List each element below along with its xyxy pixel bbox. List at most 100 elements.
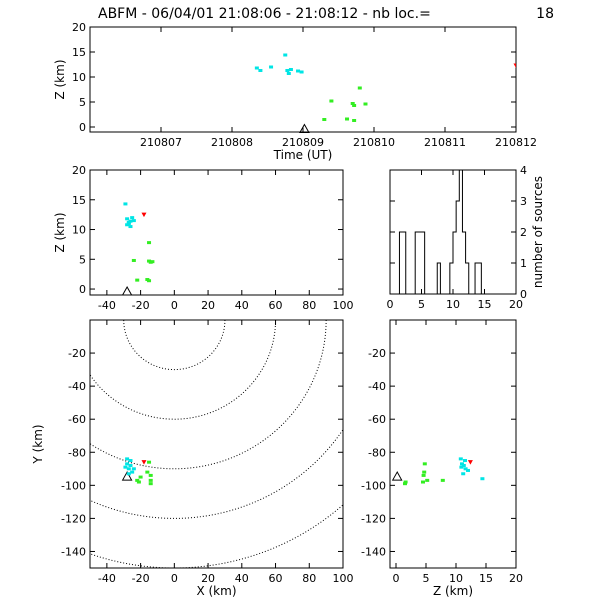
source-point xyxy=(131,219,136,223)
station-triangle-icon xyxy=(299,123,310,133)
x-axis-label: Z (km) xyxy=(433,584,473,598)
histogram-bin xyxy=(399,232,405,294)
x-tick-label: 5 xyxy=(418,298,425,311)
y-axis-label: Y (km) xyxy=(31,424,45,464)
source-point xyxy=(296,69,301,73)
x-tick-label: 15 xyxy=(479,572,493,585)
source-points xyxy=(403,457,485,486)
source-point xyxy=(125,462,130,466)
source-point xyxy=(299,70,304,74)
source-point xyxy=(460,462,464,466)
y-tick-label: 15 xyxy=(72,194,86,207)
source-point xyxy=(135,278,140,282)
x-tick-label: 210808 xyxy=(211,136,253,149)
x-axis-label: X (km) xyxy=(196,584,236,598)
y-tick-label: 2 xyxy=(520,226,527,239)
source-point xyxy=(150,260,155,264)
histogram-bin xyxy=(475,263,481,294)
histogram-bin xyxy=(415,232,424,294)
x-tick-label: -40 xyxy=(98,572,116,585)
x-tick-label: -20 xyxy=(132,299,150,312)
y-tick-label: 4 xyxy=(520,164,527,177)
range-rings xyxy=(90,320,343,568)
y-tick-label: -100 xyxy=(61,479,86,492)
x-axis-label: Time (UT) xyxy=(273,148,333,162)
station-triangle-icon xyxy=(121,471,133,481)
x-tick-label: -20 xyxy=(132,572,150,585)
source-point xyxy=(254,66,259,70)
x-tick-label: 20 xyxy=(509,572,523,585)
source-point xyxy=(459,465,464,469)
source-point xyxy=(145,278,150,282)
source-point xyxy=(269,65,274,69)
source-point xyxy=(138,475,143,479)
x-tick-label: 20 xyxy=(201,572,215,585)
plot-frame xyxy=(89,319,344,569)
source-point xyxy=(363,102,368,106)
y-tick-label: -120 xyxy=(361,512,386,525)
source-point xyxy=(125,223,130,227)
source-point xyxy=(285,69,290,72)
source-point xyxy=(480,477,485,481)
x-tick-label: 100 xyxy=(333,572,354,585)
y-tick-label: -20 xyxy=(368,347,386,360)
source-point xyxy=(123,202,128,206)
source-point xyxy=(425,478,430,482)
y-tick-label: -80 xyxy=(368,446,386,459)
x-tick-label: 0 xyxy=(171,299,178,312)
source-point xyxy=(128,463,133,467)
y-tick-label: -20 xyxy=(68,347,86,360)
y-tick-label: 3 xyxy=(520,195,527,208)
plot-frame xyxy=(89,26,517,133)
y-tick-label: 0 xyxy=(79,283,86,296)
y-tick-label: -60 xyxy=(368,413,386,426)
y-tick-label: 20 xyxy=(72,21,86,34)
y-tick-label: 5 xyxy=(79,253,86,266)
chart-zy-projection: 0 5 10 15 20 -20 -40 -60 -80 -100 -120 -140 Z (km) xyxy=(361,319,523,598)
source-point xyxy=(123,465,128,469)
y-tick-label: 15 xyxy=(72,46,86,59)
source-point xyxy=(421,480,425,484)
y-tick-label: 10 xyxy=(72,224,86,237)
source-point xyxy=(125,457,130,461)
source-point xyxy=(126,220,131,224)
x-tick-label: 5 xyxy=(423,572,430,585)
source-point xyxy=(135,478,140,482)
figure-title: ABFM - 06/04/01 21:08:06 - 21:08:12 - nb… xyxy=(98,6,431,22)
source-count: 18 xyxy=(536,6,554,22)
source-point xyxy=(283,53,288,57)
plots-group: 210807 210808 210809 210810 210811 2108120510… xyxy=(31,21,546,598)
chart-xz-projection: -40 -20 0 20 40 60 80 100 0 5 10 15 20 Z (km) xyxy=(53,164,354,312)
x-tick-label: 60 xyxy=(269,299,283,312)
x-tick-label: 210812 xyxy=(495,136,537,149)
source-point xyxy=(345,117,350,121)
source-point xyxy=(329,99,334,103)
source-point xyxy=(136,480,141,484)
x-tick-label: 0 xyxy=(393,572,400,585)
source-point xyxy=(403,482,407,486)
source-point xyxy=(357,86,362,90)
source-point xyxy=(130,216,135,220)
source-point xyxy=(131,258,136,262)
y-tick-label: -120 xyxy=(61,512,86,525)
x-tick-label: 10 xyxy=(446,298,460,311)
x-tick-label: -40 xyxy=(98,299,116,312)
source-point xyxy=(145,470,150,474)
x-tick-label: 0 xyxy=(171,572,178,585)
source-point xyxy=(131,467,136,471)
y-tick-label: -40 xyxy=(368,380,386,393)
y-tick-label: 1 xyxy=(520,257,527,270)
source-point xyxy=(126,472,131,476)
source-point xyxy=(422,462,427,466)
histogram-line xyxy=(390,169,516,295)
source-point xyxy=(286,72,291,75)
source-point xyxy=(128,225,133,229)
plot-frame xyxy=(389,319,517,569)
source-point xyxy=(148,478,153,482)
plot-frame xyxy=(89,169,344,296)
y-tick-label: -140 xyxy=(361,545,386,558)
source-point xyxy=(458,457,463,461)
y-tick-label: -100 xyxy=(361,479,386,492)
x-tick-label: 210810 xyxy=(353,136,395,149)
